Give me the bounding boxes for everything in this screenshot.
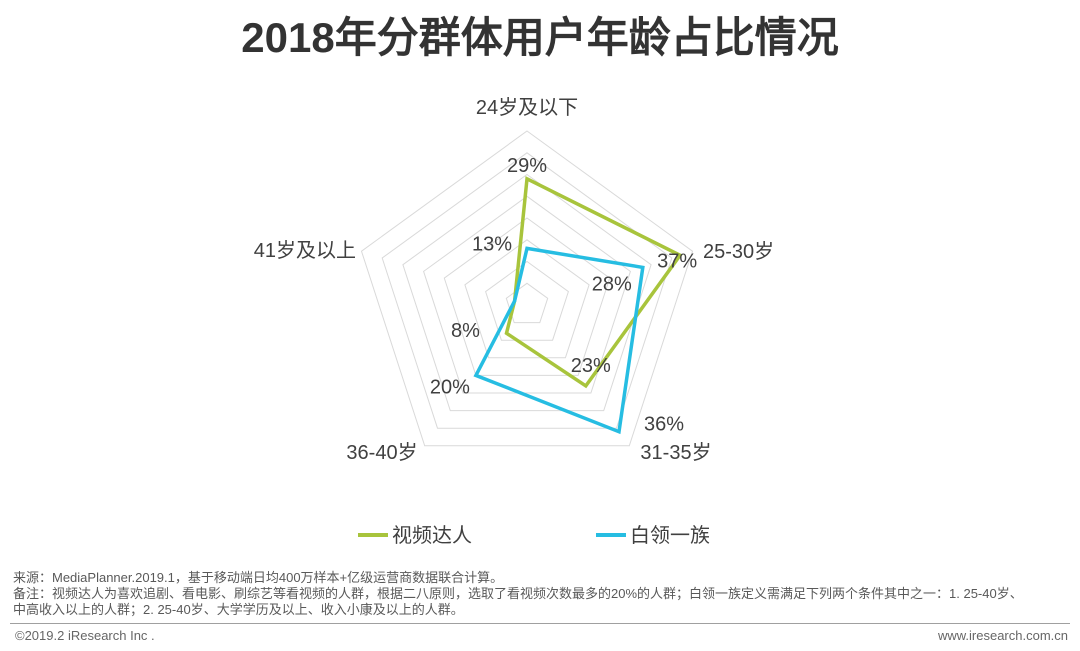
legend-item-series-1: 视频达人 — [358, 524, 472, 547]
legend-label-series-2: 白领一族 — [630, 524, 710, 547]
radar-chart: 29% 37% 23% 8% 13% 28% 36% 20% 24岁及以下 25-30岁 31… — [254, 96, 774, 547]
data-label: 28% — [592, 273, 632, 295]
copyright-text: ©2019.2 iResearch Inc . — [15, 628, 155, 643]
series-line-2 — [473, 246, 645, 435]
grid-ring — [423, 195, 631, 394]
legend: 视频达人 白领一族 — [358, 524, 710, 547]
remark-note-line-1: 备注：视频达人为喜欢追剧、看电影、刷综艺等看视频的人群，根据二八原则，选取了看视… — [13, 586, 1023, 601]
legend-item-series-2: 白领一族 — [596, 524, 710, 547]
source-note: 来源：MediaPlanner.2019.1，基于移动端日均400万样本+亿级运… — [13, 570, 504, 585]
data-label: 37% — [657, 250, 697, 272]
grid-ring — [464, 239, 590, 359]
category-labels: 24岁及以下 25-30岁 31-35岁 36-40岁 41岁及以上 — [254, 96, 774, 464]
data-label: 29% — [507, 155, 547, 177]
data-label: 20% — [430, 376, 470, 398]
series-line-1 — [504, 176, 683, 389]
chart-title: 2018年分群体用户年龄占比情况 — [241, 14, 839, 61]
remark-note-line-2: 中高收入以上的人群；2. 25-40岁、大学学历及以上、收入小康及以上的人群。 — [13, 602, 464, 617]
website-text: www.iresearch.com.cn — [937, 628, 1068, 643]
data-label: 23% — [571, 355, 611, 377]
footer-divider — [10, 623, 1070, 624]
grid-ring — [360, 130, 694, 447]
grid-ring — [505, 282, 549, 324]
data-label: 8% — [451, 320, 480, 342]
grid-rings — [360, 130, 694, 447]
grid-ring — [485, 260, 569, 341]
grid-ring — [402, 173, 652, 412]
category-label-41-and-over: 41岁及以上 — [254, 239, 356, 262]
category-label-31-35: 31-35岁 — [640, 441, 711, 464]
data-label: 36% — [644, 414, 684, 436]
category-label-25-30: 25-30岁 — [703, 240, 774, 263]
data-label: 13% — [472, 233, 512, 255]
grid-ring — [443, 217, 611, 376]
data-labels: 29% 37% 23% 8% 13% 28% 36% 20% — [430, 155, 697, 436]
series-lines — [473, 176, 683, 435]
legend-label-series-1: 视频达人 — [392, 524, 472, 547]
category-label-24-and-under: 24岁及以下 — [476, 96, 578, 119]
category-label-36-40: 36-40岁 — [346, 441, 417, 464]
